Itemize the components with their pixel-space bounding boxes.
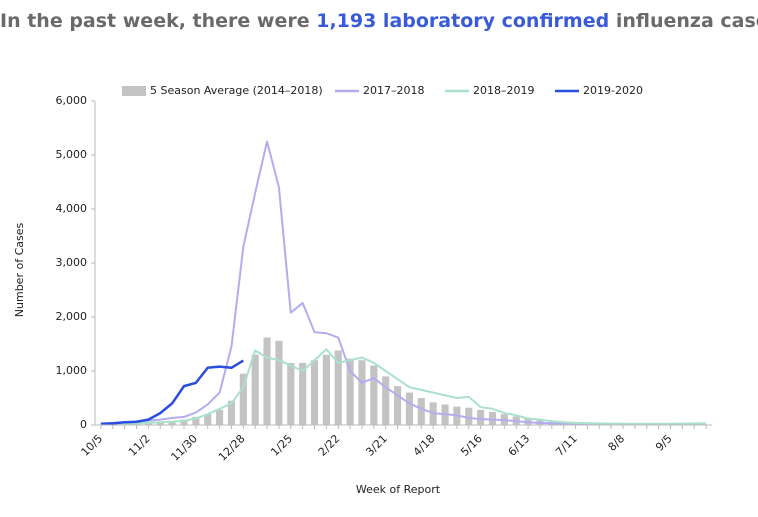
legend-label: 2019-2020 [583, 84, 643, 97]
bar [263, 337, 271, 425]
line [100, 140, 707, 425]
line [100, 348, 707, 425]
bar [405, 392, 413, 425]
x-tick-label: 8/8 [606, 432, 628, 454]
x-tick-label: 7/11 [553, 432, 580, 459]
x-tick-label: 11/2 [126, 432, 153, 459]
y-tick-label: 0 [80, 418, 87, 431]
bar [465, 407, 473, 425]
bar [358, 360, 366, 425]
bar [382, 376, 390, 425]
bar [299, 362, 307, 425]
x-tick-label: 11/30 [168, 432, 200, 464]
bar [192, 416, 200, 425]
bar [275, 340, 283, 425]
x-tick-label: 4/18 [411, 432, 438, 459]
bar [144, 422, 152, 425]
title-text: In the past week, there were [0, 10, 317, 32]
bar [180, 419, 188, 425]
x-tick-label: 2/22 [316, 432, 343, 459]
x-tick-label: 1/25 [268, 432, 295, 459]
x-tick-label: 12/28 [216, 432, 248, 464]
title: In the past week, there were 1,193 labor… [0, 10, 758, 32]
y-tick-label: 1,000 [56, 364, 88, 377]
bar [251, 354, 259, 425]
x-tick-label: 6/13 [506, 432, 533, 459]
legend-label: 5 Season Average (2014–2018) [150, 84, 323, 97]
bar [168, 421, 176, 425]
bar [370, 365, 378, 425]
x-axis-label: Week of Report [356, 483, 441, 496]
legend-swatch [122, 86, 146, 96]
legend-label: 2018–2019 [473, 84, 535, 97]
bar [310, 360, 319, 425]
bar [156, 422, 164, 425]
bar [488, 412, 497, 425]
y-axis-label: Number of Cases [13, 223, 26, 318]
bar [227, 400, 236, 425]
x-tick-label: 10/5 [79, 432, 106, 459]
x-tick-label: 9/5 [653, 432, 675, 454]
legend-label: 2017–2018 [363, 84, 425, 97]
bar [322, 354, 330, 425]
bar [417, 398, 425, 425]
y-tick-label: 3,000 [56, 256, 88, 269]
title-highlight: 1,193 laboratory confirmed [316, 10, 610, 32]
y-tick-label: 4,000 [56, 202, 88, 215]
bar [287, 362, 295, 425]
bar [394, 386, 402, 425]
y-tick-label: 2,000 [56, 310, 88, 323]
bar [239, 373, 247, 425]
title-text: influenza cases. [615, 10, 758, 32]
bar [204, 414, 212, 425]
y-tick-label: 6,000 [56, 94, 88, 107]
line [100, 359, 244, 426]
bar [216, 409, 224, 425]
bar [346, 358, 354, 425]
x-tick-label: 5/16 [458, 432, 485, 459]
x-tick-label: 3/21 [363, 432, 390, 459]
bar [477, 409, 485, 425]
y-tick-label: 5,000 [56, 148, 88, 161]
bar [334, 350, 342, 425]
